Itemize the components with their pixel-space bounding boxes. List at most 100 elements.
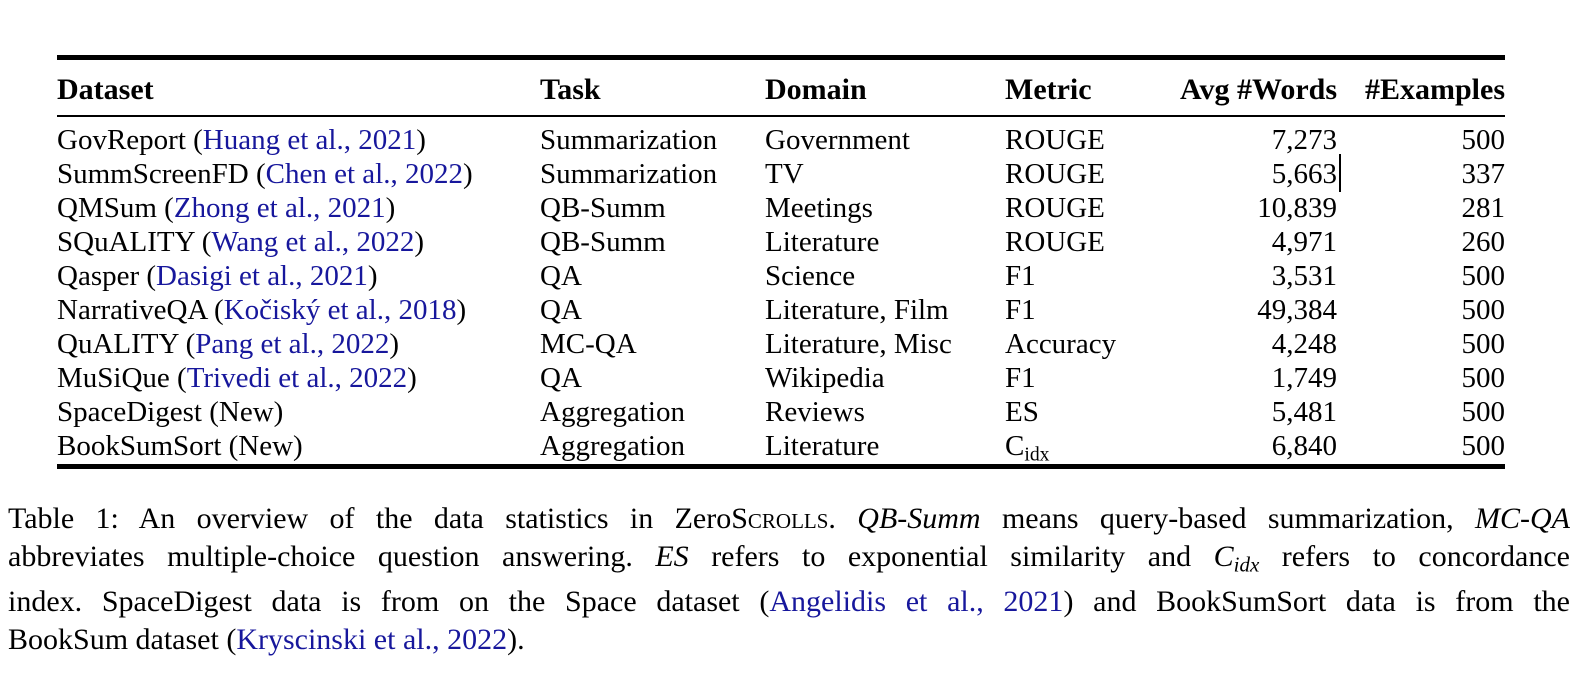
caption-line: BookSum dataset (Kryscinski et al., 2022… [8, 621, 1570, 659]
cell-examples: 500 [1461, 328, 1506, 360]
cell-avg-words: 10,839 [1257, 192, 1337, 224]
cell-dataset: QuALITY (Pang et al., 2022) [57, 328, 400, 360]
cell-domain: Government [765, 124, 910, 156]
cell-metric: F1 [1005, 362, 1036, 394]
table-row: Qasper (Dasigi et al., 2021) QA Science F1 3… [57, 259, 1505, 293]
citation-link[interactable]: Kryscinski et al., 2022 [236, 623, 508, 657]
cell-avg-words: 4,971 [1271, 226, 1337, 258]
cell-metric: Accuracy [1005, 328, 1117, 360]
cell-task: Aggregation [540, 396, 685, 428]
cell-domain: Literature [765, 226, 880, 258]
citation-link[interactable]: Huang et al., 2021 [202, 124, 417, 156]
caption-text: index. SpaceDigest data is from on the S… [8, 585, 770, 619]
caption-text: C [1213, 540, 1234, 573]
cell-examples: 500 [1461, 362, 1506, 394]
table-rule-bottom [57, 464, 1505, 469]
cell-domain: Literature, Film [765, 294, 949, 326]
caption-text: refers to exponential similarity and [688, 540, 1214, 573]
cell-avg-words: 3,531 [1271, 260, 1337, 292]
caption-text: QB-Summ [857, 502, 981, 535]
citation-link[interactable]: Kočiský et al., 2018 [223, 294, 457, 326]
cell-metric: ROUGE [1005, 226, 1105, 258]
table-row: MuSiQue (Trivedi et al., 2022) QA Wikipedi… [57, 361, 1505, 395]
cell-examples: 260 [1461, 226, 1506, 258]
table-rule-header [57, 115, 1505, 117]
cell-examples: 500 [1461, 124, 1506, 156]
cell-avg-words: 49,384 [1257, 294, 1337, 326]
smallcaps-text: Scrolls [731, 502, 829, 535]
caption-line: Table 1: An overview of the data statist… [8, 500, 1570, 538]
table-row: BookSumSort (New) Aggregation Literature Ci… [57, 429, 1506, 466]
table-row: GovReport (Huang et al., 2021) Summarizat… [57, 123, 1505, 157]
caption-text: means query-based summarization, [980, 502, 1476, 535]
cell-domain: TV [765, 158, 804, 190]
citation-link[interactable]: Chen et al., 2022 [265, 158, 463, 190]
cell-task: QA [540, 294, 582, 326]
caption-text: ) and BookSumSort data is from the [1063, 585, 1570, 619]
citation-link[interactable]: Dasigi et al., 2021 [156, 260, 368, 292]
table-row: NarrativeQA (Kočiský et al., 2018) QA Lite… [57, 293, 1505, 327]
column-header-metric: Metric [1005, 73, 1092, 106]
column-header-examples: #Examples [1364, 73, 1505, 106]
cell-dataset: Qasper (Dasigi et al., 2021) [57, 260, 378, 292]
cell-task: Summarization [540, 158, 718, 190]
cell-avg-words: 6,840 [1271, 430, 1337, 462]
cell-avg-words: 4,248 [1271, 328, 1337, 360]
cell-domain: Literature, Misc [765, 328, 952, 360]
text-caret [1339, 154, 1341, 192]
cell-task: Summarization [540, 124, 718, 156]
caption-line: index. SpaceDigest data is from on the S… [8, 583, 1570, 621]
cell-task: Aggregation [540, 430, 685, 462]
cell-dataset: NarrativeQA (Kočiský et al., 2018) [57, 294, 467, 326]
cell-dataset: MuSiQue (Trivedi et al., 2022) [57, 362, 417, 394]
table-header-row: Dataset Task Domain Metric Avg #Words #E… [57, 70, 1505, 110]
table-row: SQuALITY (Wang et al., 2022) QB-Summ Liter… [57, 225, 1505, 259]
cell-examples: 337 [1461, 158, 1506, 190]
cell-task: MC-QA [540, 328, 637, 360]
caption-text: Table 1: An overview of the data statist… [8, 502, 732, 535]
cell-dataset: SQuALITY (Wang et al., 2022) [57, 226, 425, 258]
cell-examples: 500 [1461, 430, 1506, 462]
citation-link[interactable]: Pang et al., 2022 [195, 328, 390, 360]
cell-task: QB-Summ [540, 192, 666, 224]
cell-metric: Cidx [1005, 430, 1050, 466]
cell-examples: 500 [1461, 396, 1506, 428]
citation-link[interactable]: Angelidis et al., 2021 [769, 585, 1064, 619]
cell-avg-words: 1,749 [1271, 362, 1337, 394]
table-caption: Table 1: An overview of the data statist… [8, 500, 1570, 659]
table-row: SummScreenFD (Chen et al., 2022) Summariz… [57, 154, 1506, 192]
cell-dataset: SpaceDigest (New) [57, 396, 284, 428]
cell-dataset: GovReport (Huang et al., 2021) [57, 124, 426, 156]
cell-domain: Meetings [765, 192, 873, 224]
caption-text: ES [655, 540, 689, 573]
table-row: SpaceDigest (New) Aggregation Reviews ES 5,4… [57, 395, 1505, 429]
column-header-avg-words: Avg #Words [1180, 73, 1337, 106]
column-header-domain: Domain [765, 73, 867, 106]
caption-text: MC-QA [1475, 502, 1571, 535]
cell-dataset: QMSum (Zhong et al., 2021) [57, 192, 396, 224]
table-row: QuALITY (Pang et al., 2022) MC-QA Literatu… [57, 327, 1505, 361]
cell-avg-words: 7,273 [1271, 124, 1337, 156]
cell-metric: ROUGE [1005, 158, 1105, 190]
caption-text: . [828, 502, 858, 535]
cell-dataset: SummScreenFD (Chen et al., 2022) [57, 158, 473, 190]
cell-task: QB-Summ [540, 226, 666, 258]
citation-link[interactable]: Wang et al., 2022 [211, 226, 415, 258]
cell-metric: ROUGE [1005, 124, 1105, 156]
caption-text: BookSum dataset ( [8, 623, 237, 657]
metric-subscript: idx [1024, 443, 1050, 466]
cell-avg-words: 5,663 [1155, 154, 1341, 192]
cell-domain: Wikipedia [765, 362, 885, 394]
cell-metric: ROUGE [1005, 192, 1105, 224]
cell-metric: ES [1005, 396, 1039, 428]
cell-avg-words: 5,481 [1271, 396, 1337, 428]
cell-domain: Reviews [765, 396, 865, 428]
table-body: GovReport (Huang et al., 2021) Summarizat… [57, 123, 1506, 466]
citation-link[interactable]: Zhong et al., 2021 [173, 192, 386, 224]
cell-examples: 500 [1461, 294, 1506, 326]
column-header-dataset: Dataset [57, 73, 154, 106]
cell-examples: 500 [1461, 260, 1506, 292]
cell-task: QA [540, 260, 582, 292]
cell-metric: F1 [1005, 294, 1036, 326]
citation-link[interactable]: Trivedi et al., 2022 [186, 362, 408, 394]
